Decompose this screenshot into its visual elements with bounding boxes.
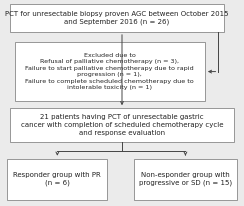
FancyBboxPatch shape bbox=[15, 42, 205, 101]
FancyBboxPatch shape bbox=[134, 159, 237, 200]
Text: Responder group with PR
(n = 6): Responder group with PR (n = 6) bbox=[13, 172, 101, 186]
FancyBboxPatch shape bbox=[7, 159, 107, 200]
Text: Non-esponder group with
progressive or SD (n = 15): Non-esponder group with progressive or S… bbox=[139, 172, 232, 186]
Text: 21 patients having PCT of unresectable gastric
cancer with completion of schedul: 21 patients having PCT of unresectable g… bbox=[21, 114, 223, 136]
FancyBboxPatch shape bbox=[10, 108, 234, 142]
Text: Excluded due to
Refusal of palliative chemotherapy (n = 3),
Failure to start pal: Excluded due to Refusal of palliative ch… bbox=[25, 53, 194, 90]
Text: PCT for unresectable biopsy proven AGC between October 2015
and September 2016 (: PCT for unresectable biopsy proven AGC b… bbox=[5, 11, 229, 25]
FancyBboxPatch shape bbox=[10, 4, 224, 32]
